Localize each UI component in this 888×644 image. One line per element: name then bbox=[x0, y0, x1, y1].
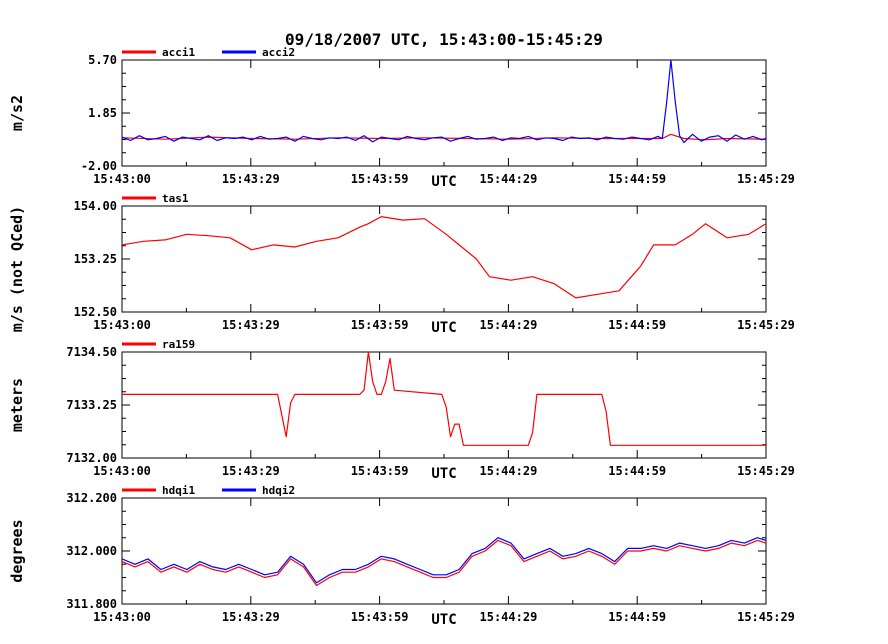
y-tick-label: 311.800 bbox=[66, 597, 117, 611]
plot-frame bbox=[121, 205, 767, 313]
x-axis-label: UTC bbox=[431, 612, 456, 628]
y-tick-label: -2.00 bbox=[81, 159, 117, 173]
series-line-tas1 bbox=[121, 216, 767, 299]
y-tick-label: 154.00 bbox=[74, 199, 117, 213]
panel-1: 15:43:00 15:43:29 15:43:59 15:44:29 15:44:59… bbox=[8, 46, 795, 190]
x-tick-label: 15:45:29 bbox=[737, 464, 795, 478]
x-tick-label: 15:43:29 bbox=[222, 610, 280, 624]
panels-container: 15:43:00 15:43:29 15:43:59 15:44:29 15:44:59… bbox=[8, 46, 795, 628]
y-tick-label: 312.200 bbox=[66, 491, 117, 505]
x-tick-label: 15:43:59 bbox=[351, 172, 409, 186]
x-tick-label: 15:43:59 bbox=[351, 318, 409, 332]
x-tick-label: 15:44:59 bbox=[608, 610, 666, 624]
y-tick-label: 7133.25 bbox=[66, 398, 117, 412]
y-tick-label: 312.000 bbox=[66, 544, 117, 558]
x-tick-label: 15:43:29 bbox=[222, 172, 280, 186]
y-axis-label: m/s2 bbox=[8, 95, 26, 131]
plot-frame bbox=[121, 351, 767, 459]
y-tick-label: 152.50 bbox=[74, 305, 117, 319]
x-axis-label: UTC bbox=[431, 320, 456, 336]
y-tick-label: 153.25 bbox=[74, 252, 117, 266]
legend-label-tas1: tas1 bbox=[162, 192, 189, 205]
y-axis-label: m/s (not QCed) bbox=[8, 206, 26, 332]
plot-frame bbox=[121, 497, 767, 605]
x-tick-label: 15:45:29 bbox=[737, 318, 795, 332]
x-tick-label: 15:43:59 bbox=[351, 610, 409, 624]
panel-4: 15:43:00 15:43:29 15:43:59 15:44:29 15:44:59… bbox=[8, 484, 795, 628]
x-tick-label: 15:43:00 bbox=[93, 464, 151, 478]
legend-label-ra159: ra159 bbox=[162, 338, 195, 351]
y-tick-label: 7134.50 bbox=[66, 345, 117, 359]
legend-label-hdqi1: hdqi1 bbox=[162, 484, 195, 497]
y-tick-label: 7132.00 bbox=[66, 451, 117, 465]
series-line-hdqi2 bbox=[121, 537, 767, 584]
x-tick-label: 15:44:29 bbox=[480, 318, 538, 332]
y-tick-label: 5.70 bbox=[88, 53, 117, 67]
y-tick-label: 1.85 bbox=[88, 106, 117, 120]
y-axis-label: meters bbox=[8, 378, 26, 432]
x-tick-label: 15:45:29 bbox=[737, 610, 795, 624]
x-tick-label: 15:44:29 bbox=[480, 610, 538, 624]
x-tick-label: 15:43:00 bbox=[93, 318, 151, 332]
legend-label-acci1: acci1 bbox=[162, 46, 195, 59]
x-tick-label: 15:44:29 bbox=[480, 172, 538, 186]
legend-label-hdqi2: hdqi2 bbox=[262, 484, 295, 497]
panel-3: 15:43:00 15:43:29 15:43:59 15:44:29 15:44:59… bbox=[8, 338, 795, 482]
legend-label-acci2: acci2 bbox=[262, 46, 295, 59]
x-tick-label: 15:45:29 bbox=[737, 172, 795, 186]
x-tick-label: 15:43:29 bbox=[222, 464, 280, 478]
x-tick-label: 15:44:59 bbox=[608, 172, 666, 186]
panel-2: 15:43:00 15:43:29 15:43:59 15:44:29 15:44:59… bbox=[8, 192, 795, 336]
series-line-hdqi1 bbox=[121, 539, 767, 587]
x-axis-label: UTC bbox=[431, 174, 456, 190]
x-tick-label: 15:43:59 bbox=[351, 464, 409, 478]
series-line-acci1 bbox=[121, 133, 767, 141]
chart-title: 09/18/2007 UTC, 15:43:00-15:45:29 bbox=[285, 30, 603, 49]
series-line-ra159 bbox=[122, 351, 766, 446]
x-tick-label: 15:44:29 bbox=[480, 464, 538, 478]
y-axis-label: degrees bbox=[8, 519, 26, 582]
x-tick-label: 15:43:29 bbox=[222, 318, 280, 332]
x-axis-label: UTC bbox=[431, 466, 456, 482]
x-tick-label: 15:43:00 bbox=[93, 172, 151, 186]
x-tick-label: 15:44:59 bbox=[608, 318, 666, 332]
x-tick-label: 15:44:59 bbox=[608, 464, 666, 478]
x-tick-label: 15:43:00 bbox=[93, 610, 151, 624]
series-line-acci2 bbox=[121, 59, 767, 144]
